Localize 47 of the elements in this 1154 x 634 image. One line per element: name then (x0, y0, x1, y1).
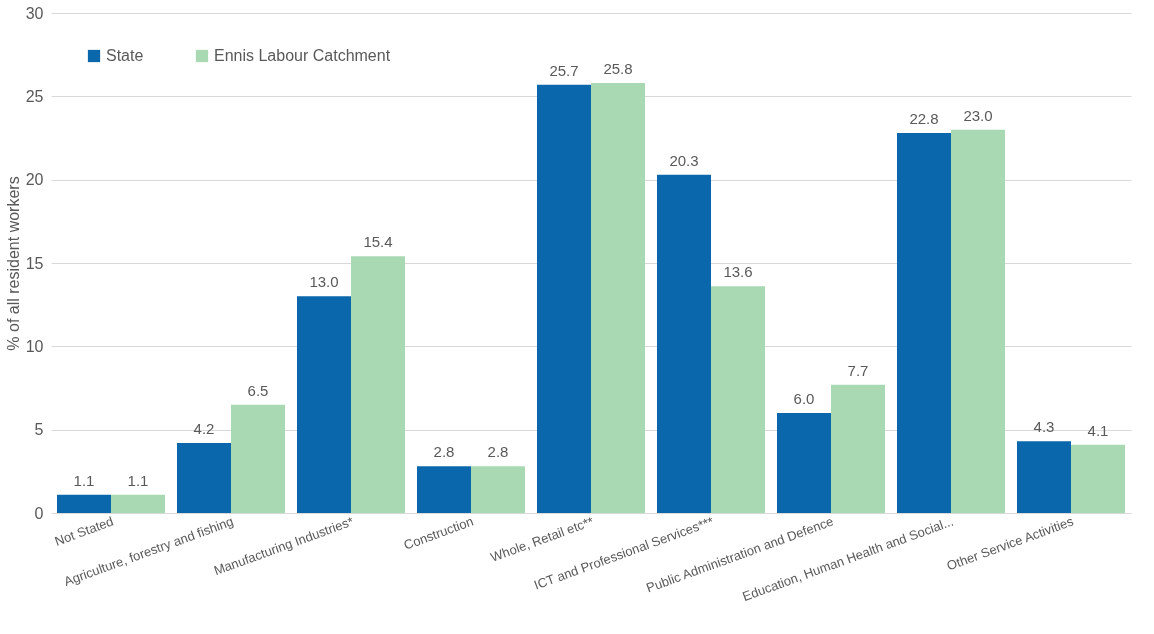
y-axis-title: % of all resident workers (4, 176, 22, 351)
data-label: 4.2 (193, 420, 215, 437)
bar (1017, 441, 1071, 513)
y-tick-label: 15 (25, 254, 44, 272)
data-label: 20.3 (669, 151, 699, 169)
y-tick-label: 20 (25, 171, 44, 189)
legend-label: State (106, 47, 144, 64)
bar (591, 83, 645, 513)
bar (777, 413, 831, 513)
bar (1071, 444, 1125, 513)
bar (657, 174, 711, 513)
bar (951, 129, 1005, 513)
data-label: 13.6 (723, 263, 753, 281)
bar (231, 404, 285, 513)
bar (297, 296, 351, 513)
data-label: 25.8 (603, 60, 633, 77)
bar (177, 443, 231, 513)
data-label: 2.8 (487, 443, 509, 461)
bar (351, 256, 405, 513)
y-tick-label: 30 (25, 4, 44, 22)
data-label: 4.3 (1033, 418, 1055, 436)
y-tick-label: 5 (34, 421, 44, 439)
data-label: 4.1 (1087, 421, 1109, 439)
bar (537, 84, 591, 513)
data-label: 15.4 (363, 233, 393, 251)
data-label: 2.8 (433, 443, 455, 461)
data-label: 23.0 (963, 106, 993, 124)
legend-label: Ennis Labour Catchment (214, 47, 391, 64)
bar (831, 384, 885, 513)
data-label: 7.7 (847, 361, 869, 379)
data-label: 13.0 (309, 273, 339, 291)
x-tick-label: Not Stated (52, 513, 116, 549)
bar (471, 466, 525, 513)
data-label: 22.8 (909, 110, 939, 127)
y-tick-label: 0 (34, 504, 44, 522)
bar (897, 133, 951, 513)
y-tick-label: 10 (25, 337, 44, 355)
bar (111, 494, 165, 513)
data-label: 25.7 (549, 61, 579, 79)
data-label: 6.5 (247, 381, 269, 399)
y-tick-label: 25 (25, 87, 44, 105)
bar (711, 286, 765, 513)
data-label: 6.0 (793, 390, 815, 407)
bar (57, 494, 111, 513)
data-label: 1.1 (127, 471, 149, 489)
data-label: 1.1 (73, 471, 95, 489)
bar (417, 466, 471, 513)
